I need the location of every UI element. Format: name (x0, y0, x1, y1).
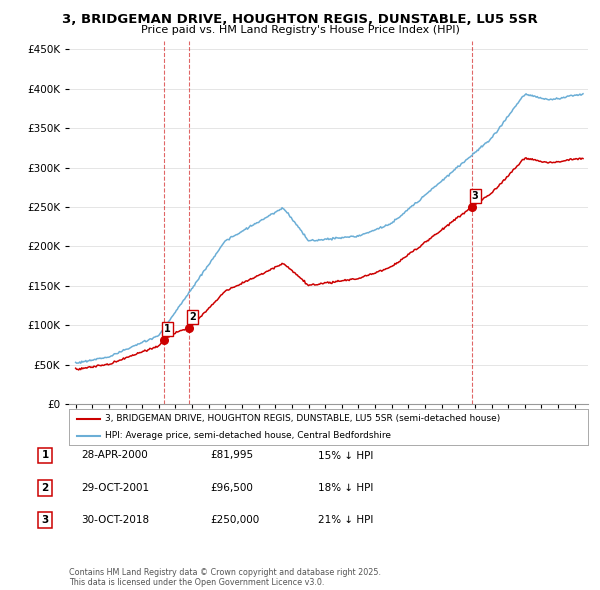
Text: 18% ↓ HPI: 18% ↓ HPI (318, 483, 373, 493)
Text: Price paid vs. HM Land Registry's House Price Index (HPI): Price paid vs. HM Land Registry's House … (140, 25, 460, 35)
Text: 3, BRIDGEMAN DRIVE, HOUGHTON REGIS, DUNSTABLE, LU5 5SR (semi-detached house): 3, BRIDGEMAN DRIVE, HOUGHTON REGIS, DUNS… (106, 414, 500, 423)
Text: 21% ↓ HPI: 21% ↓ HPI (318, 516, 373, 525)
Text: 15% ↓ HPI: 15% ↓ HPI (318, 451, 373, 460)
Text: £81,995: £81,995 (210, 451, 253, 460)
Text: 28-APR-2000: 28-APR-2000 (81, 451, 148, 460)
Text: 3: 3 (472, 191, 478, 201)
Text: HPI: Average price, semi-detached house, Central Bedfordshire: HPI: Average price, semi-detached house,… (106, 431, 391, 440)
Text: 2: 2 (41, 483, 49, 493)
Text: 1: 1 (41, 451, 49, 460)
Text: £250,000: £250,000 (210, 516, 259, 525)
Text: Contains HM Land Registry data © Crown copyright and database right 2025.
This d: Contains HM Land Registry data © Crown c… (69, 568, 381, 587)
Text: 3: 3 (41, 516, 49, 525)
Text: 1: 1 (164, 324, 170, 334)
Text: 2: 2 (189, 312, 196, 322)
Text: 3, BRIDGEMAN DRIVE, HOUGHTON REGIS, DUNSTABLE, LU5 5SR: 3, BRIDGEMAN DRIVE, HOUGHTON REGIS, DUNS… (62, 13, 538, 26)
Text: £96,500: £96,500 (210, 483, 253, 493)
Text: 29-OCT-2001: 29-OCT-2001 (81, 483, 149, 493)
Text: 30-OCT-2018: 30-OCT-2018 (81, 516, 149, 525)
